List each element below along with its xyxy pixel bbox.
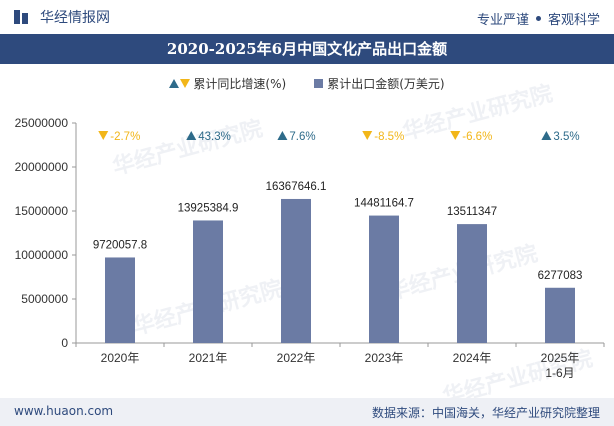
footer-website-link[interactable]: www.huaon.com (14, 404, 114, 418)
y-tick-label: 10000000 (15, 248, 69, 262)
chart-title: 2020-2025年6月中国文化产品出口金额 (0, 34, 614, 64)
rate-label: -8.5% (374, 131, 404, 143)
chart-plot: 0 5000000 10000000 15000000 20000000 25000000… (15, 116, 605, 380)
bar-value-label: 13511347 (447, 206, 497, 218)
slogan-left: 专业严谨 (476, 13, 529, 28)
rate-up-icon (186, 131, 197, 140)
y-tick-label: 25000000 (15, 116, 69, 130)
rate-up-icon (541, 131, 552, 140)
legend-value-label: 累计出口金额(万美元) (327, 76, 445, 91)
brand[interactable]: 华经情报网 (14, 8, 110, 26)
legend-square-icon (314, 78, 324, 88)
triangle-down-icon (180, 78, 191, 88)
y-tick-label: 0 (61, 336, 68, 350)
rate-down-icon (362, 131, 373, 140)
triangle-up-icon (169, 78, 180, 88)
x-tick-label: 2022年 (277, 351, 316, 365)
rate-label: 3.5% (553, 131, 579, 143)
bar (545, 287, 575, 343)
y-tick-label: 20000000 (15, 160, 69, 174)
bar-value-label: 14481164.7 (354, 198, 414, 210)
y-tick-label: 5000000 (21, 292, 68, 306)
bar (105, 257, 135, 343)
bar (457, 224, 487, 343)
bar (193, 220, 223, 343)
slogan-dot-icon (535, 16, 541, 21)
chart-legend: 累计同比增速(%) 累计出口金额(万美元) (0, 74, 614, 92)
x-tick-label: 2023年 (365, 351, 404, 365)
brand-name: 华经情报网 (40, 10, 110, 26)
bar-value-label: 13925384.9 (178, 202, 239, 214)
bar-value-label: 9720057.8 (93, 239, 147, 251)
x-tick-label: 2020年 (101, 351, 140, 365)
rate-down-icon (450, 131, 461, 140)
brand-logo-icon (14, 9, 32, 25)
rate-label: 7.6% (289, 131, 315, 143)
rate-label: 43.3% (198, 131, 231, 143)
rate-down-icon (98, 131, 109, 140)
bar (369, 215, 399, 343)
x-tick-label: 2021年 (189, 351, 228, 365)
y-tick-label: 15000000 (15, 204, 69, 218)
legend-rate-label: 累计同比增速(%) (193, 76, 287, 91)
legend-item-rate[interactable]: 累计同比增速(%) (169, 75, 286, 92)
slogan-right: 客观科学 (547, 13, 600, 28)
legend-item-value[interactable]: 累计出口金额(万美元) (314, 75, 445, 92)
rate-up-icon (277, 131, 288, 140)
bar-value-label: 16367646.1 (266, 181, 327, 193)
x-tick-label: 1-6月 (545, 366, 574, 380)
slogan: 专业严谨 客观科学 (477, 9, 600, 28)
bar (281, 198, 311, 343)
x-tick-label: 2024年 (453, 351, 492, 365)
footer-source: 数据来源：中国海关，华经产业研究院整理 (371, 406, 600, 420)
footer: www.huaon.com 数据来源：中国海关，华经产业研究院整理 (0, 398, 614, 426)
x-tick-label: 2025年 (541, 351, 580, 365)
top-bar: 华经情报网 专业严谨 客观科学 (0, 0, 614, 34)
bar-value-label: 6277083 (538, 270, 583, 282)
rate-label: -6.6% (462, 131, 492, 143)
rate-label: -2.7% (110, 131, 140, 143)
